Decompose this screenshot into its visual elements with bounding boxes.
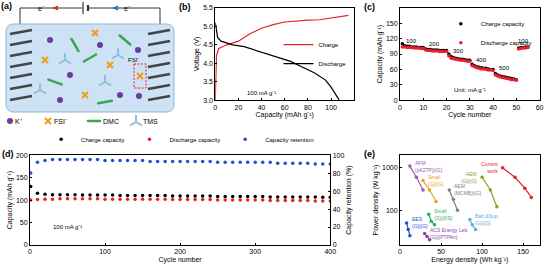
svg-text:150: 150 [517,248,529,255]
svg-text:50: 50 [512,104,520,111]
svg-text:5.5: 5.5 [203,4,213,11]
svg-text:AEM(MCMB)|(G): AEM(MCMB)|(G) [454,183,481,196]
svg-text:200: 200 [429,41,440,47]
svg-text:FSI⁻: FSI⁻ [54,118,68,125]
svg-text:Batt.&Sup.(G)|(G): Batt.&Sup.(G)|(G) [475,213,499,226]
svg-text:60: 60 [333,188,341,195]
svg-text:(d): (d) [2,149,14,159]
svg-text:Voltage (V): Voltage (V) [193,37,201,72]
svg-text:100: 100 [333,152,345,159]
svg-text:150: 150 [386,20,398,27]
svg-text:Charge: Charge [319,42,339,48]
svg-text:0: 0 [394,97,398,104]
svg-text:Power density (W kg⁻¹): Power density (W kg⁻¹) [372,165,380,236]
svg-text:Currentwork: Currentwork [481,161,498,174]
svg-text:Unit: mA g⁻¹: Unit: mA g⁻¹ [454,87,486,93]
svg-text:60: 60 [390,66,398,73]
svg-text:100: 100 [325,104,337,111]
svg-text:TMS: TMS [143,118,158,125]
svg-text:20: 20 [333,223,341,230]
svg-text:ACS Energy Lett.(G)|(PTPAn): ACS Energy Lett.(G)|(PTPAn) [430,227,469,240]
svg-text:50: 50 [20,219,28,226]
svg-text:40: 40 [333,206,341,213]
svg-text:AEM(G)|(G): AEM(G)|(G) [461,171,477,184]
svg-text:DMC: DMC [103,118,119,125]
svg-text:e⁻: e⁻ [38,5,45,12]
svg-text:(b): (b) [179,2,191,12]
svg-text:Capacity retention: Capacity retention [265,137,313,143]
svg-text:Discharge capacity: Discharge capacity [169,137,220,143]
svg-text:(c): (c) [364,2,375,12]
svg-text:100: 100 [99,248,111,255]
svg-text:3.5: 3.5 [203,78,213,85]
svg-text:120: 120 [386,35,398,42]
svg-text:K⁺: K⁺ [15,118,23,125]
svg-text:10: 10 [419,104,427,111]
svg-text:30: 30 [466,104,474,111]
svg-text:(e): (e) [364,149,375,159]
svg-text:Charge capacity: Charge capacity [481,21,524,27]
svg-text:300: 300 [249,248,261,255]
svg-text:90: 90 [390,50,398,57]
svg-text:Capacity (mAh g⁻¹): Capacity (mAh g⁻¹) [6,171,14,229]
svg-text:AFM(pK2TP)|(G): AFM(pK2TP)|(G) [415,160,442,173]
svg-text:FSI⁻: FSI⁻ [128,57,139,63]
svg-text:e⁻: e⁻ [124,5,131,12]
svg-text:30: 30 [390,81,398,88]
svg-text:100: 100 [518,38,529,44]
svg-text:Charge capacity: Charge capacity [81,137,124,143]
svg-text:0: 0 [398,104,402,111]
svg-text:Discharge capacity: Discharge capacity [481,40,532,46]
svg-text:300: 300 [453,48,464,54]
svg-text:0: 0 [24,241,28,248]
svg-text:100: 100 [406,38,417,44]
svg-text:20: 20 [235,104,243,111]
svg-text:20: 20 [443,104,451,111]
svg-text:60: 60 [536,104,544,111]
svg-text:100: 100 [476,248,488,255]
svg-text:100 mA g⁻¹: 100 mA g⁻¹ [53,224,82,230]
svg-text:Capacity retention (%): Capacity retention (%) [345,165,353,234]
svg-text:4.5: 4.5 [203,41,213,48]
svg-text:0: 0 [213,104,217,111]
svg-text:100 mA g⁻¹: 100 mA g⁻¹ [247,90,276,96]
svg-text:Capacity (mAh g⁻¹): Capacity (mAh g⁻¹) [256,111,314,119]
svg-text:0: 0 [28,248,32,255]
svg-text:Discharge: Discharge [319,61,347,67]
svg-text:Small(G)|(G): Small(G)|(G) [428,174,444,187]
svg-text:60: 60 [281,104,289,111]
svg-text:40: 40 [258,104,266,111]
svg-text:Energy density (Wh kg⁻¹): Energy density (Wh kg⁻¹) [431,256,508,264]
svg-text:EES(G)|(G): EES(G)|(G) [412,216,428,229]
svg-text:80: 80 [333,170,341,177]
svg-text:1000: 1000 [382,164,398,171]
svg-text:400: 400 [324,248,336,255]
svg-text:150: 150 [16,174,28,181]
svg-text:3.0: 3.0 [203,97,213,104]
svg-text:200: 200 [16,152,28,159]
svg-text:Capacity (mAh g⁻¹): Capacity (mAh g⁻¹) [376,25,384,83]
svg-text:500: 500 [499,65,510,71]
svg-text:80: 80 [304,104,312,111]
svg-text:Cycle number: Cycle number [448,111,492,119]
svg-text:0: 0 [398,248,402,255]
svg-text:4.0: 4.0 [203,60,213,67]
svg-text:50: 50 [437,248,445,255]
svg-text:400: 400 [476,57,487,63]
svg-text:100: 100 [386,207,398,214]
svg-text:5.0: 5.0 [203,23,213,30]
svg-text:200: 200 [174,248,186,255]
svg-text:Cycle number: Cycle number [159,256,203,264]
svg-text:40: 40 [489,104,497,111]
svg-text:Small(G)|(KS): Small(G)|(KS) [434,208,453,221]
svg-text:(a): (a) [1,1,12,11]
svg-text:0: 0 [333,241,337,248]
svg-text:100: 100 [16,197,28,204]
